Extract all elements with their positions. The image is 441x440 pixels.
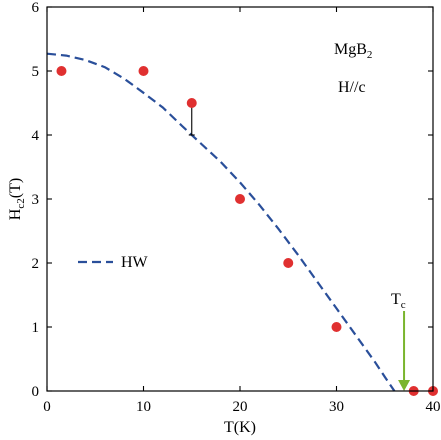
y-tick-label-5: 5 <box>32 64 40 80</box>
x-tick-label-1: 10 <box>136 399 151 415</box>
material-label: MgB2 <box>334 41 372 61</box>
hw-fit-line <box>46 52 396 392</box>
data-point-0 <box>56 66 67 76</box>
y-axis-title-sub: c2 <box>15 198 27 208</box>
data-point-5 <box>331 322 342 332</box>
x-tick-label-0: 0 <box>43 399 51 415</box>
material-label-main: MgB <box>334 41 367 58</box>
legend-hw-label: HW <box>121 254 149 271</box>
x-tick-label-3: 30 <box>329 399 344 415</box>
tc-arrow-head <box>398 380 411 391</box>
y-tick-label-4: 4 <box>32 128 40 144</box>
y-axis-title-tail: (T) <box>7 178 24 198</box>
data-point-3 <box>235 194 245 204</box>
data-point-1 <box>138 66 149 76</box>
x-axis-title: T(K) <box>224 419 256 436</box>
field-direction-label: H//c <box>338 79 366 96</box>
y-tick-label-0: 0 <box>32 384 40 400</box>
y-tick-label-1: 1 <box>32 320 40 336</box>
material-label-sub: 2 <box>367 49 373 61</box>
x-tick-label-2: 20 <box>233 399 248 415</box>
y-tick-label-2: 2 <box>32 256 40 272</box>
data-point-4 <box>283 258 294 268</box>
y-tick-label-3: 3 <box>32 192 40 208</box>
y-axis-title-main: H <box>7 208 24 220</box>
data-point-2 <box>186 98 197 108</box>
tc-label: Tc <box>391 291 406 311</box>
y-tick-label-6: 6 <box>32 0 40 16</box>
x-tick-label-4: 40 <box>426 399 441 415</box>
y-axis-title: Hc2(T) <box>7 178 27 220</box>
tc-label-main: T <box>391 291 401 308</box>
tc-label-sub: c <box>401 299 406 311</box>
